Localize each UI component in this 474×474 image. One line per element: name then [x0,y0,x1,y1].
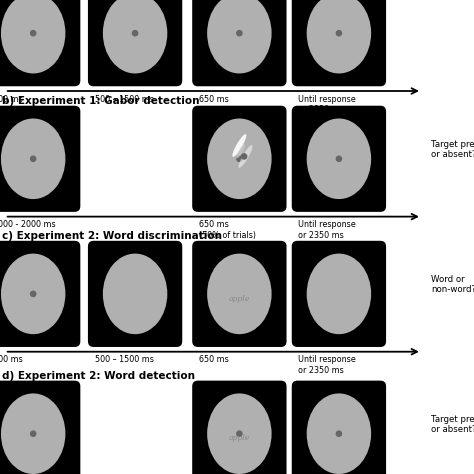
Ellipse shape [207,118,272,199]
Text: d) Experiment 2: Word detection: d) Experiment 2: Word detection [2,371,195,381]
Circle shape [30,30,36,36]
Ellipse shape [307,0,371,73]
Text: Until response
or 2350 ms: Until response or 2350 ms [299,356,356,375]
FancyBboxPatch shape [88,241,182,347]
Text: 500 ms: 500 ms [0,356,22,365]
Circle shape [30,291,36,297]
Ellipse shape [237,144,245,158]
FancyBboxPatch shape [88,0,182,86]
Text: b) Experiment 1: Gabor detection: b) Experiment 1: Gabor detection [2,96,200,106]
Text: apple: apple [229,435,250,442]
FancyBboxPatch shape [292,241,386,347]
FancyBboxPatch shape [192,241,286,347]
Text: 650 ms
(50% of trials): 650 ms (50% of trials) [199,220,256,240]
FancyBboxPatch shape [0,0,80,86]
Text: 500 – 1500 ms: 500 – 1500 ms [94,356,154,365]
Ellipse shape [1,118,65,199]
Circle shape [336,155,342,162]
Ellipse shape [1,254,65,334]
Text: c) Experiment 2: Word discrimination: c) Experiment 2: Word discrimination [2,231,222,241]
FancyBboxPatch shape [292,381,386,474]
Text: Word or
non-word?: Word or non-word? [431,275,474,294]
Text: 500 ms: 500 ms [0,95,22,104]
FancyBboxPatch shape [192,0,286,86]
Circle shape [30,430,36,437]
Circle shape [336,430,342,437]
Text: Until response
or 2350 ms: Until response or 2350 ms [299,220,356,240]
FancyBboxPatch shape [0,241,80,347]
Ellipse shape [307,393,371,474]
FancyBboxPatch shape [0,106,80,212]
Ellipse shape [207,393,272,474]
Ellipse shape [103,254,167,334]
FancyBboxPatch shape [192,106,286,212]
Text: 1000 - 2000 ms: 1000 - 2000 ms [0,220,55,229]
Text: 500 – 1500 ms: 500 – 1500 ms [94,95,154,104]
Ellipse shape [232,134,246,157]
Text: Target present
or absent?: Target present or absent? [431,140,474,159]
Circle shape [241,153,247,160]
Text: 650 ms: 650 ms [199,95,228,104]
Ellipse shape [207,254,272,334]
Circle shape [132,30,138,36]
Circle shape [30,155,36,162]
Text: Until response
or 2350 ms: Until response or 2350 ms [299,95,356,114]
FancyBboxPatch shape [192,381,286,474]
Text: 650 ms: 650 ms [199,356,228,365]
Ellipse shape [307,118,371,199]
FancyBboxPatch shape [0,381,80,474]
FancyBboxPatch shape [292,0,386,86]
FancyBboxPatch shape [292,106,386,212]
Circle shape [236,430,243,437]
Text: Target present
or absent?: Target present or absent? [431,415,474,434]
Text: apple: apple [229,295,250,302]
Circle shape [336,30,342,36]
Circle shape [236,30,243,36]
Ellipse shape [207,0,272,73]
Ellipse shape [238,145,253,168]
Ellipse shape [1,393,65,474]
Ellipse shape [307,254,371,334]
Ellipse shape [103,0,167,73]
Ellipse shape [1,0,65,73]
Circle shape [236,155,243,162]
